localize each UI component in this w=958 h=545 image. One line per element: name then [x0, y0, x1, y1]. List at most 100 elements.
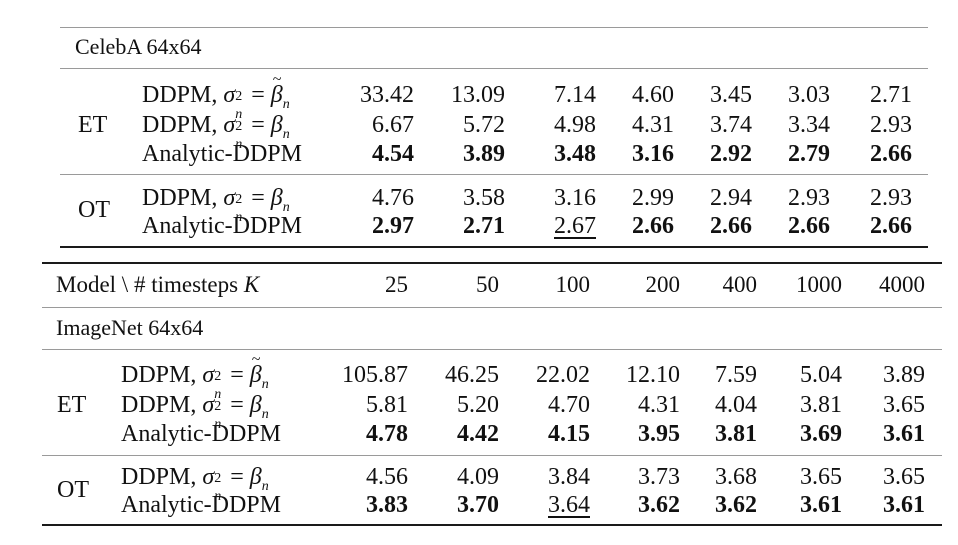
- table-cell: 4.09: [457, 464, 499, 490]
- table-cell: 4.56: [366, 464, 408, 490]
- table-cell: 2.66: [710, 213, 752, 239]
- table-cell: 4.60: [632, 82, 674, 108]
- table-cell: 4.42: [457, 421, 499, 447]
- header-top-rule: [42, 262, 942, 264]
- header-k-symbol: K: [243, 272, 260, 297]
- table-cell: 7.14: [554, 82, 596, 108]
- group-label-imagenet-et: ET: [57, 392, 87, 418]
- table-cell: 33.42: [360, 82, 414, 108]
- table-cell: 4.31: [638, 392, 680, 418]
- header-timestep: 100: [555, 272, 591, 297]
- table-cell: 4.70: [548, 392, 590, 418]
- table-cell: 3.68: [715, 464, 757, 490]
- table-cell: 3.16: [632, 141, 674, 167]
- table-cell: 2.92: [710, 141, 752, 167]
- table-cell: 3.03: [788, 82, 830, 108]
- rule-imagenet-title: [42, 349, 942, 350]
- bottom-rule-imagenet: [42, 524, 942, 526]
- header-model-text: Model \ # timesteps: [56, 272, 244, 297]
- group-label-celeba-ot: OT: [78, 197, 110, 223]
- table-cell: 4.04: [715, 392, 757, 418]
- table-cell: 3.61: [883, 421, 925, 447]
- table-cell: 5.20: [457, 392, 499, 418]
- table-cell: 3.81: [800, 392, 842, 418]
- table-cell: 5.81: [366, 392, 408, 418]
- table-cell: 2.94: [710, 185, 752, 211]
- table-cell: 2.99: [632, 185, 674, 211]
- table-cell: 3.62: [638, 492, 680, 518]
- header-bottom-rule: [42, 307, 942, 308]
- group-label-imagenet-ot: OT: [57, 477, 89, 503]
- rule-celeba-et-ot: [60, 174, 928, 175]
- table-cell: 2.67: [554, 213, 596, 239]
- table-cell: 3.83: [366, 492, 408, 518]
- table-cell: 22.02: [536, 362, 590, 388]
- table-cell: 3.95: [638, 421, 680, 447]
- table-cell: 3.81: [715, 421, 757, 447]
- table-cell: 46.25: [445, 362, 499, 388]
- table-cell: 3.73: [638, 464, 680, 490]
- table-cell: 3.62: [715, 492, 757, 518]
- table-cell: 6.67: [372, 112, 414, 138]
- header-model-label: Model \ # timesteps K: [56, 273, 259, 296]
- table-cell: 2.66: [870, 141, 912, 167]
- table-cell: 2.93: [788, 185, 830, 211]
- rule-imagenet-et-ot: [42, 455, 942, 456]
- table-cell: 3.61: [883, 492, 925, 518]
- table-cell: 7.59: [715, 362, 757, 388]
- header-timestep: 400: [722, 272, 758, 297]
- table-cell: 3.16: [554, 185, 596, 211]
- method-label: Analytic-DDPM: [142, 141, 302, 167]
- table-cell: 2.71: [870, 82, 912, 108]
- table-cell: 5.04: [800, 362, 842, 388]
- method-label: Analytic-DDPM: [121, 492, 281, 518]
- table-cell: 3.45: [710, 82, 752, 108]
- table-cell: 3.58: [463, 185, 505, 211]
- table-cell: 3.69: [800, 421, 842, 447]
- table-cell: 5.72: [463, 112, 505, 138]
- table-cell: 3.48: [554, 141, 596, 167]
- table-cell: 4.31: [632, 112, 674, 138]
- table-cell: 3.89: [463, 141, 505, 167]
- section-title-celeba: CelebA 64x64: [75, 34, 202, 59]
- table-cell: 4.98: [554, 112, 596, 138]
- table-cell: 105.87: [342, 362, 408, 388]
- table-cell: 2.66: [632, 213, 674, 239]
- table-cell: 2.79: [788, 141, 830, 167]
- group-label-celeba-et: ET: [78, 112, 108, 138]
- table-cell: 2.97: [372, 213, 414, 239]
- bottom-rule-celeba: [60, 246, 928, 248]
- method-label: Analytic-DDPM: [142, 213, 302, 239]
- table-cell: 12.10: [626, 362, 680, 388]
- table-cell: 2.66: [870, 213, 912, 239]
- table-cell: 2.66: [788, 213, 830, 239]
- table-cell: 3.64: [548, 492, 590, 518]
- table-cell: 3.89: [883, 362, 925, 388]
- rule-celeba-title: [60, 68, 928, 69]
- table-cell: 3.65: [883, 464, 925, 490]
- header-timestep: 25: [385, 272, 408, 297]
- header-timestep: 200: [645, 272, 681, 297]
- table-cell: 13.09: [451, 82, 505, 108]
- table-cell: 3.65: [800, 464, 842, 490]
- table-cell: 3.61: [800, 492, 842, 518]
- table-cell: 2.93: [870, 185, 912, 211]
- table-cell: 3.34: [788, 112, 830, 138]
- table-cell: 4.54: [372, 141, 414, 167]
- table-cell: 2.93: [870, 112, 912, 138]
- table-cell: 2.71: [463, 213, 505, 239]
- header-timestep: 4000: [879, 272, 925, 297]
- header-timestep: 1000: [796, 272, 842, 297]
- method-label: Analytic-DDPM: [121, 421, 281, 447]
- table-cell: 3.65: [883, 392, 925, 418]
- table-cell: 3.74: [710, 112, 752, 138]
- table-cell: 4.76: [372, 185, 414, 211]
- table-cell: 4.78: [366, 421, 408, 447]
- table-cell: 4.15: [548, 421, 590, 447]
